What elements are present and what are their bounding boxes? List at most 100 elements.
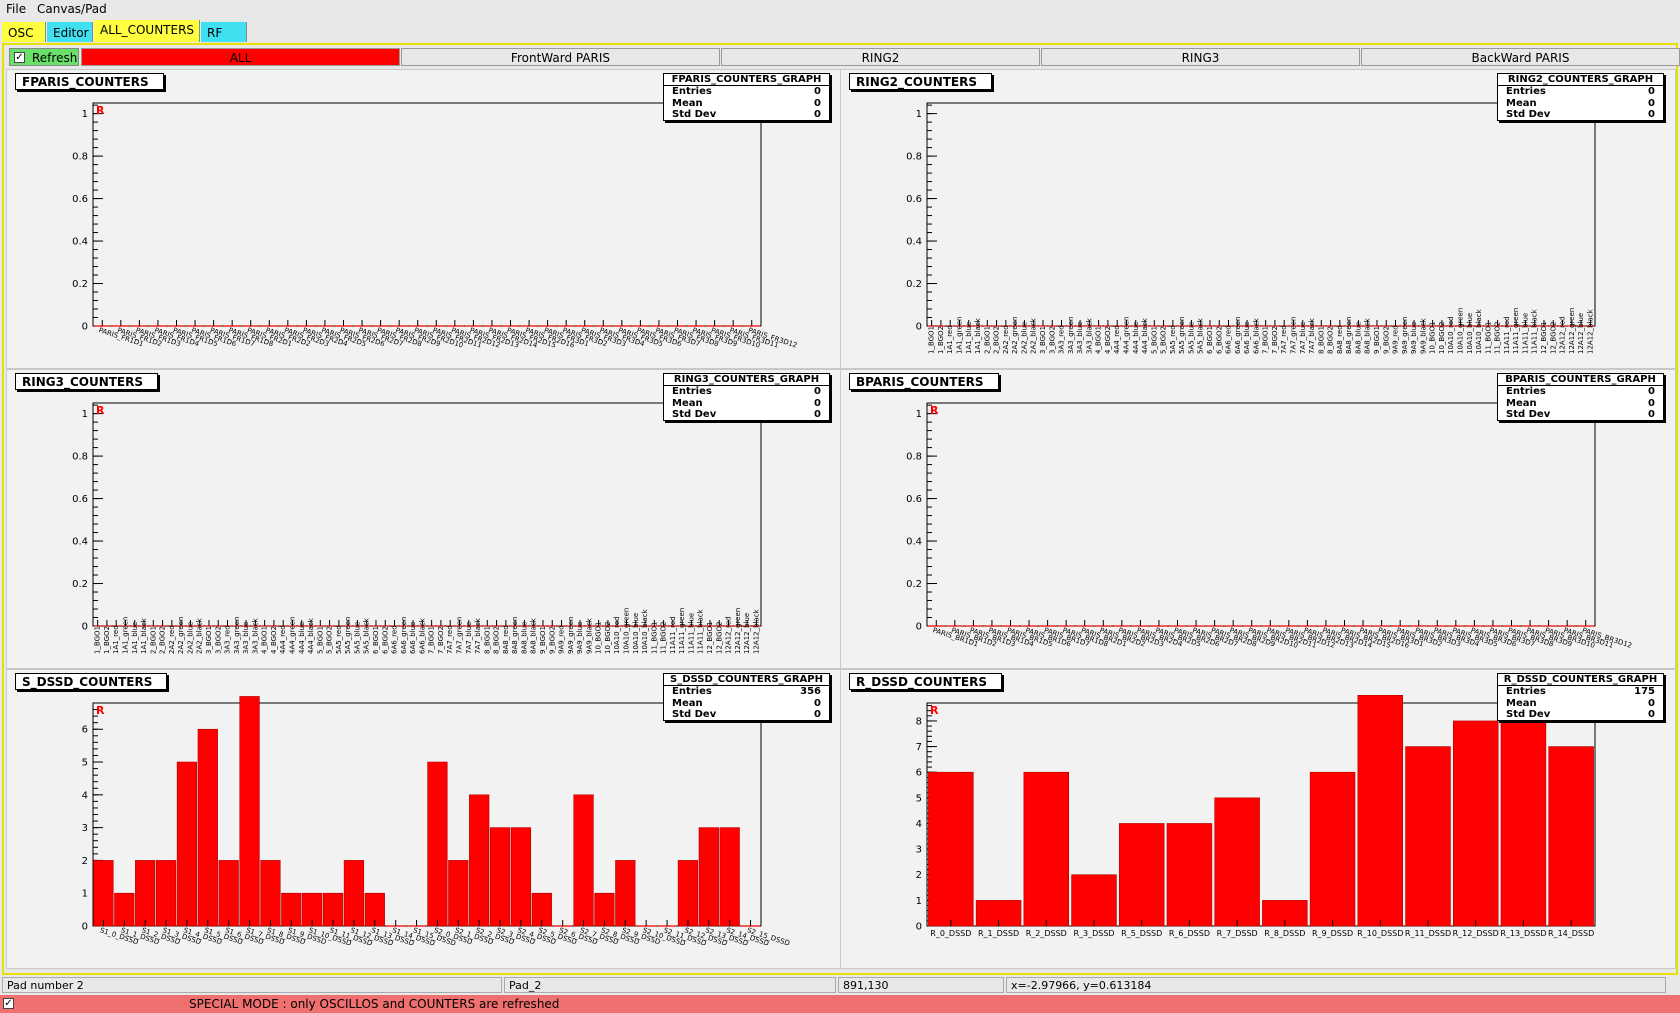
x-tick-label: 12A12_red — [725, 616, 733, 654]
x-tick-label: 3_BGO1 — [1039, 326, 1047, 354]
bar — [1118, 823, 1165, 927]
x-tick-label: 2_BGO2 — [993, 326, 1001, 354]
stats-value: 0 — [1648, 409, 1655, 420]
bar — [469, 794, 490, 927]
pad-r-dssd-counters[interactable]: R_DSSD_COUNTERS 0 1 2 3 4 5 6 7 8 R_0_DSSD R_1_DSSD… — [840, 669, 1676, 969]
stats-label: Std Dev — [1506, 709, 1551, 720]
x-tick-label: 8A8_black — [530, 617, 538, 654]
plot-area: 00.20.40.60.81PARIS_BR1D1PARIS_BR1D2PARI… — [906, 402, 1633, 650]
bar — [93, 860, 114, 927]
chart-plot: 00.20.40.60.81PARIS_FR1D1PARIS_FR1D2PARI… — [72, 102, 798, 350]
stats-row-mean: Mean 0 — [664, 398, 829, 410]
x-tick-label: 3A3_green — [1067, 317, 1075, 354]
x-tick-label: 6A6_black — [1252, 317, 1260, 354]
subtab-all[interactable]: ALL — [81, 48, 400, 66]
menu-canvas-pad[interactable]: Canvas/Pad — [37, 2, 107, 16]
plot-frame — [92, 402, 762, 627]
y-tick-label: 0.6 — [906, 494, 922, 505]
x-tick-label: 3A3_blue — [242, 622, 250, 654]
stats-label: Std Dev — [672, 409, 717, 420]
chart-title[interactable]: S_DSSD_COUNTERS — [15, 673, 168, 690]
stats-box[interactable]: R_DSSD_COUNTERS_GRAPH Entries 175 Mean 0 Std … — [1497, 673, 1664, 721]
stats-value: 0 — [1648, 109, 1655, 120]
chart-title[interactable]: RING3_COUNTERS — [15, 373, 159, 390]
bar — [1452, 720, 1499, 927]
stats-box[interactable]: FPARIS_COUNTERS_GRAPH Entries 0 Mean 0 Std De… — [663, 73, 830, 121]
subtab-ring2[interactable]: RING2 — [721, 48, 1040, 66]
y-tick-label: 6 — [82, 725, 88, 736]
bar — [1214, 797, 1260, 927]
stats-label: Entries — [672, 386, 712, 397]
tab-editor[interactable]: Editor — [47, 22, 93, 42]
tab-all-counters[interactable]: ALL_COUNTERS — [94, 20, 200, 42]
stats-label: Entries — [1506, 86, 1546, 97]
stats-box[interactable]: BPARIS_COUNTERS_GRAPH Entries 0 Mean 0 Std De… — [1497, 373, 1664, 421]
pad-ring2-counters[interactable]: RING2_COUNTERS 0 0.2 0.4 0.6 0.8 1 1_BGO1 1_BGO2… — [840, 69, 1676, 369]
x-tick-label: 2A2_red — [1002, 325, 1010, 354]
x-tick-label: 4A4_black — [1141, 317, 1149, 354]
plot-area: 00.20.40.60.811_BGO1 1_BGO2 1A1_red 1A1_gre… — [72, 402, 762, 654]
y-tick-label: 0.4 — [906, 237, 922, 248]
x-tick-label: R_8_DSSD — [1264, 929, 1305, 938]
x-tick-label: 9A9_black — [585, 617, 593, 654]
subtab-backward-paris[interactable]: BackWard PARIS — [1361, 48, 1680, 66]
pad-bparis-counters[interactable]: BPARIS_COUNTERS 0 0.2 0.4 0.6 0.8 1 PARIS_BR1D1… — [840, 369, 1676, 669]
x-tick-label: 2A2_red — [168, 625, 176, 654]
stats-value: 0 — [1648, 97, 1655, 109]
stats-row-std: Std Dev 0 — [664, 709, 829, 721]
x-tick-label: 1A1_red — [946, 325, 954, 354]
stats-value: 0 — [1648, 86, 1655, 97]
tab-rf[interactable]: RF — [201, 22, 247, 42]
stats-box[interactable]: RING2_COUNTERS_GRAPH Entries 0 Mean 0 Std Dev… — [1497, 73, 1664, 121]
stats-value: 0 — [814, 409, 821, 420]
chart-title[interactable]: BPARIS_COUNTERS — [849, 373, 999, 390]
x-tick-label: 5_BGO1 — [1150, 326, 1158, 354]
stats-value: 0 — [1648, 697, 1655, 709]
refresh-checkbox[interactable]: ✓ — [14, 52, 25, 63]
pad-fparis-counters[interactable]: FPARIS_COUNTERS 0 0.2 0.4 0.6 0.8 1 PARIS_FR1D1… — [6, 69, 842, 369]
status-bar: Pad number 2 Pad_2 891,130 x=-2.97966, y… — [0, 976, 1680, 994]
tab-osc[interactable]: OSC — [2, 22, 46, 42]
plot-frame — [926, 702, 1596, 927]
stats-label: Mean — [1506, 697, 1537, 709]
x-tick-label: 1_BGO1 — [94, 626, 102, 654]
x-tick-label: 5A5_black — [1197, 317, 1205, 354]
chart-title[interactable]: R_DSSD_COUNTERS — [849, 673, 1002, 690]
y-tick-label: 0.6 — [72, 194, 88, 205]
stats-value: 356 — [800, 686, 821, 697]
special-mode-checkbox[interactable]: ✓ — [3, 998, 14, 1009]
pad-s-dssd-counters[interactable]: S_DSSD_COUNTERS 0 1 2 3 4 5 6 S1_0_DSSD S1_1_DSSD… — [6, 669, 842, 969]
chart-title[interactable]: FPARIS_COUNTERS — [15, 73, 164, 90]
x-tick-label: 9_BGO1 — [1373, 326, 1381, 354]
stats-box[interactable]: S_DSSD_COUNTERS_GRAPH Entries 356 Mean 0 Std … — [663, 673, 830, 721]
pad-ring3-counters[interactable]: RING3_COUNTERS 0 0.2 0.4 0.6 0.8 1 1_BGO1 1_BGO2… — [6, 369, 842, 669]
stats-name: RING2_COUNTERS_GRAPH — [1498, 74, 1663, 86]
stats-row-mean: Mean 0 — [1498, 398, 1663, 410]
subtab-ring3[interactable]: RING3 — [1041, 48, 1360, 66]
refresh-toggle[interactable]: ✓ Refresh — [9, 48, 79, 66]
x-tick-label: 8A8_green — [511, 617, 519, 654]
x-tick-label: R_12_DSSD — [1453, 929, 1499, 938]
stats-box[interactable]: RING3_COUNTERS_GRAPH Entries 0 Mean 0 Std Dev… — [663, 373, 830, 421]
x-tick-label: 5_BGO2 — [1160, 326, 1168, 354]
r-marker: R — [96, 404, 105, 417]
chart-plot: 00.20.40.60.811_BGO1 1_BGO2 1A1_red 1A1_gre… — [72, 402, 762, 654]
stats-value: 0 — [814, 97, 821, 109]
x-tick-label: 2_BGO1 — [149, 626, 157, 654]
r-marker: R — [96, 704, 105, 717]
y-tick-label: 3 — [916, 845, 922, 856]
x-tick-label: 9A9_blue — [1410, 322, 1418, 354]
y-tick-label: 1 — [82, 109, 88, 120]
menu-file[interactable]: File — [6, 2, 27, 16]
chart-title[interactable]: RING2_COUNTERS — [849, 73, 993, 90]
sub-tab-bar: ✓ Refresh ALL FrontWard PARIS RING2 RING… — [6, 46, 1680, 68]
stats-row-entries: Entries 0 — [664, 86, 829, 98]
x-tick-label: 12A12_blue — [743, 613, 751, 654]
y-tick-label: 0.4 — [72, 237, 88, 248]
stats-row-mean: Mean 0 — [1498, 698, 1663, 710]
x-tick-label: 10A10_black — [641, 608, 649, 654]
y-tick-label: 0 — [916, 622, 922, 633]
bar — [1071, 874, 1117, 927]
subtab-frontward-paris[interactable]: FrontWard PARIS — [401, 48, 720, 66]
x-tick-label: 3A3_black — [1085, 317, 1093, 354]
